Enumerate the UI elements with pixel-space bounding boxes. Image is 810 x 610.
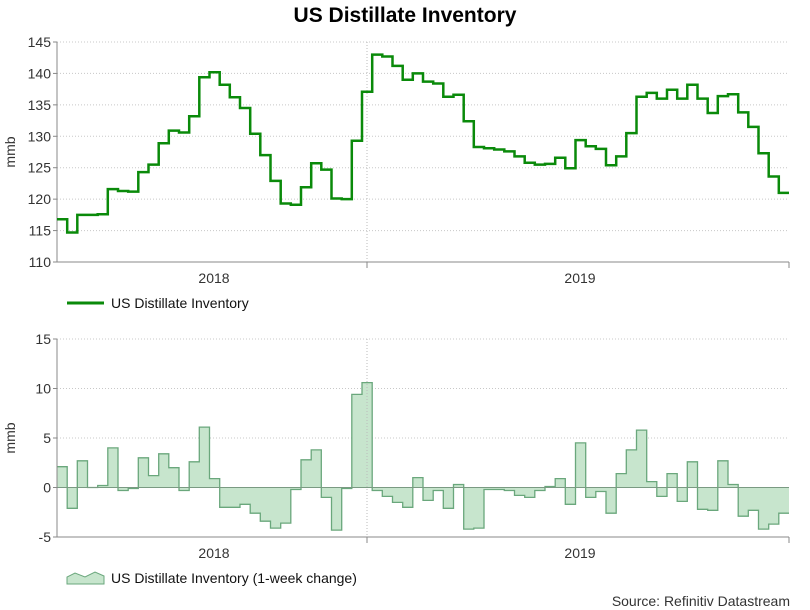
y-tick-label: 145 bbox=[28, 34, 52, 50]
inventory-y-ticks: 110 115 120 125 130 135 140 145 bbox=[28, 34, 57, 270]
inventory-line bbox=[57, 53, 789, 234]
weekly-change-y-ticks: -5 0 5 10 15 bbox=[35, 331, 57, 545]
inventory-panel: 110 115 120 125 130 135 140 145 2018 2019 mmb U… bbox=[2, 34, 790, 311]
source-note: Source: Refinitiv Datastream bbox=[612, 593, 790, 609]
y-tick-label: 5 bbox=[43, 430, 51, 446]
y-tick-label: 125 bbox=[28, 160, 52, 176]
weekly-change-panel: -5 0 5 10 15 2018 2019 mmb US Distillate Inv… bbox=[2, 331, 790, 586]
weekly-change-legend-swatch bbox=[66, 571, 105, 585]
y-tick-label: 135 bbox=[28, 97, 52, 113]
y-tick-label: 140 bbox=[28, 65, 52, 81]
y-tick-label: -5 bbox=[39, 529, 52, 545]
inventory-legend-label: US Distillate Inventory bbox=[111, 295, 249, 311]
weekly-change-x-tick-2018: 2018 bbox=[198, 545, 229, 561]
weekly-change-x-tick-2019: 2019 bbox=[564, 545, 595, 561]
chart-title: US Distillate Inventory bbox=[294, 4, 517, 27]
y-tick-label: 110 bbox=[29, 254, 52, 270]
y-tick-label: 0 bbox=[43, 480, 51, 496]
weekly-change-series bbox=[57, 381, 789, 531]
inventory-x-tick-2018: 2018 bbox=[198, 270, 229, 286]
weekly-change-outline bbox=[57, 381, 789, 531]
y-tick-label: 10 bbox=[35, 381, 51, 397]
y-tick-label: 130 bbox=[28, 128, 52, 144]
weekly-change-y-label: mmb bbox=[2, 422, 18, 453]
inventory-y-label: mmb bbox=[2, 136, 18, 167]
inventory-series bbox=[57, 53, 789, 234]
y-tick-label: 115 bbox=[29, 223, 52, 239]
y-tick-label: 15 bbox=[35, 331, 51, 347]
weekly-change-legend-label: US Distillate Inventory (1-week change) bbox=[111, 570, 357, 586]
y-tick-label: 120 bbox=[28, 191, 52, 207]
inventory-x-tick-2019: 2019 bbox=[564, 270, 595, 286]
